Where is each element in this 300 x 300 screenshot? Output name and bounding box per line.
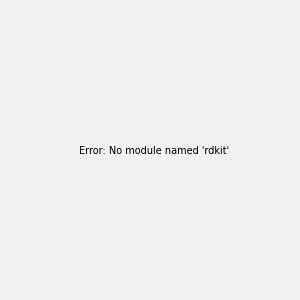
Text: Error: No module named 'rdkit': Error: No module named 'rdkit' [79,146,229,157]
